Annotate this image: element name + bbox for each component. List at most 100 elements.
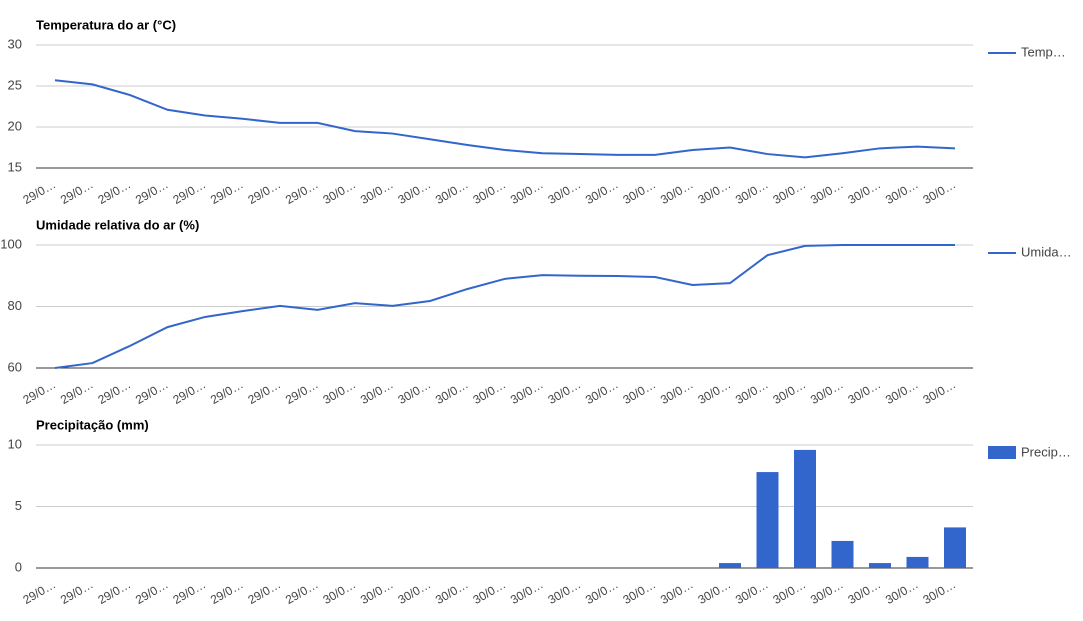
x-tick-label: 30/0… xyxy=(845,177,883,207)
x-tick-label: 29/0… xyxy=(58,577,96,607)
x-tick-label: 29/0… xyxy=(58,177,96,207)
x-tick-label: 29/0… xyxy=(283,377,321,407)
x-tick-label: 30/0… xyxy=(658,377,696,407)
x-tick-label: 30/0… xyxy=(470,377,508,407)
x-tick-label: 30/0… xyxy=(845,577,883,607)
x-tick-label: 29/0… xyxy=(245,177,283,207)
x-tick-label: 29/0… xyxy=(208,377,246,407)
x-tick-label: 29/0… xyxy=(133,177,171,207)
x-tick-label: 30/0… xyxy=(733,577,771,607)
x-tick-label: 30/0… xyxy=(433,377,471,407)
x-tick-label: 30/0… xyxy=(470,577,508,607)
chart-title: Temperatura do ar (°C) xyxy=(36,17,176,32)
x-tick-label: 30/0… xyxy=(583,577,621,607)
x-tick-label: 29/0… xyxy=(20,577,58,607)
x-tick-label: 30/0… xyxy=(883,177,921,207)
y-tick-label: 20 xyxy=(8,118,22,133)
x-tick-label: 30/0… xyxy=(695,577,733,607)
x-tick-label: 30/0… xyxy=(320,377,358,407)
x-tick-label: 30/0… xyxy=(658,577,696,607)
bar xyxy=(869,563,891,568)
x-tick-label: 30/0… xyxy=(808,177,846,207)
x-tick-label: 30/0… xyxy=(545,577,583,607)
y-tick-label: 10 xyxy=(8,436,22,451)
x-tick-label: 30/0… xyxy=(395,177,433,207)
bar xyxy=(756,472,779,568)
x-tick-label: 30/0… xyxy=(733,177,771,207)
x-tick-label: 30/0… xyxy=(433,577,471,607)
x-tick-label: 29/0… xyxy=(283,177,321,207)
y-tick-label: 60 xyxy=(8,359,22,374)
x-tick-label: 29/0… xyxy=(170,377,208,407)
x-tick-label: 30/0… xyxy=(508,177,546,207)
x-tick-label: 29/0… xyxy=(20,177,58,207)
x-tick-label: 29/0… xyxy=(170,177,208,207)
y-tick-label: 5 xyxy=(15,498,22,513)
x-tick-label: 30/0… xyxy=(433,177,471,207)
y-tick-label: 100 xyxy=(0,236,22,251)
x-tick-label: 29/0… xyxy=(95,177,133,207)
legend-swatch xyxy=(988,446,1016,459)
legend-label: Precip… xyxy=(1021,444,1071,459)
x-tick-label: 29/0… xyxy=(208,577,246,607)
x-tick-label: 29/0… xyxy=(95,577,133,607)
x-tick-label: 30/0… xyxy=(508,377,546,407)
legend-label: Temp… xyxy=(1021,44,1066,59)
x-tick-label: 30/0… xyxy=(808,377,846,407)
x-tick-label: 30/0… xyxy=(620,377,658,407)
bar xyxy=(794,449,816,568)
x-tick-label: 30/0… xyxy=(920,177,958,207)
x-tick-label: 30/0… xyxy=(883,577,921,607)
data-line xyxy=(54,79,956,159)
x-tick-label: 30/0… xyxy=(583,377,621,407)
x-tick-label: 29/0… xyxy=(245,577,283,607)
x-tick-label: 30/0… xyxy=(395,377,433,407)
x-tick-label: 30/0… xyxy=(320,577,358,607)
x-tick-label: 30/0… xyxy=(920,577,958,607)
y-tick-label: 0 xyxy=(15,559,22,574)
y-tick-label: 80 xyxy=(8,298,22,313)
x-tick-label: 30/0… xyxy=(883,377,921,407)
x-tick-label: 29/0… xyxy=(208,177,246,207)
x-tick-label: 29/0… xyxy=(95,377,133,407)
y-tick-label: 30 xyxy=(8,36,22,51)
x-tick-label: 30/0… xyxy=(845,377,883,407)
chart-title: Umidade relativa do ar (%) xyxy=(36,217,199,232)
x-tick-label: 29/0… xyxy=(245,377,283,407)
x-tick-label: 30/0… xyxy=(770,377,808,407)
x-tick-label: 30/0… xyxy=(545,177,583,207)
x-tick-label: 30/0… xyxy=(658,177,696,207)
x-tick-label: 29/0… xyxy=(58,377,96,407)
bar xyxy=(719,563,741,568)
x-tick-label: 30/0… xyxy=(770,177,808,207)
x-tick-label: 30/0… xyxy=(583,177,621,207)
bar xyxy=(906,556,929,568)
bar xyxy=(831,540,854,568)
chart-title: Precipitação (mm) xyxy=(36,417,149,432)
x-tick-label: 30/0… xyxy=(358,177,396,207)
x-tick-label: 30/0… xyxy=(695,377,733,407)
x-tick-label: 29/0… xyxy=(170,577,208,607)
x-tick-label: 30/0… xyxy=(320,177,358,207)
x-tick-label: 30/0… xyxy=(808,577,846,607)
x-tick-label: 30/0… xyxy=(733,377,771,407)
x-tick-label: 30/0… xyxy=(470,177,508,207)
x-tick-label: 29/0… xyxy=(283,577,321,607)
x-tick-label: 29/0… xyxy=(133,577,171,607)
x-tick-label: 30/0… xyxy=(620,177,658,207)
bar xyxy=(944,527,966,568)
x-tick-label: 30/0… xyxy=(508,577,546,607)
x-tick-label: 29/0… xyxy=(20,377,58,407)
x-tick-label: 30/0… xyxy=(620,577,658,607)
data-line xyxy=(54,244,955,369)
legend-label: Umida… xyxy=(1021,244,1072,259)
x-tick-label: 30/0… xyxy=(358,577,396,607)
x-tick-label: 30/0… xyxy=(358,377,396,407)
y-tick-label: 25 xyxy=(8,77,22,92)
x-tick-label: 29/0… xyxy=(133,377,171,407)
x-tick-label: 30/0… xyxy=(695,177,733,207)
x-tick-label: 30/0… xyxy=(920,377,958,407)
